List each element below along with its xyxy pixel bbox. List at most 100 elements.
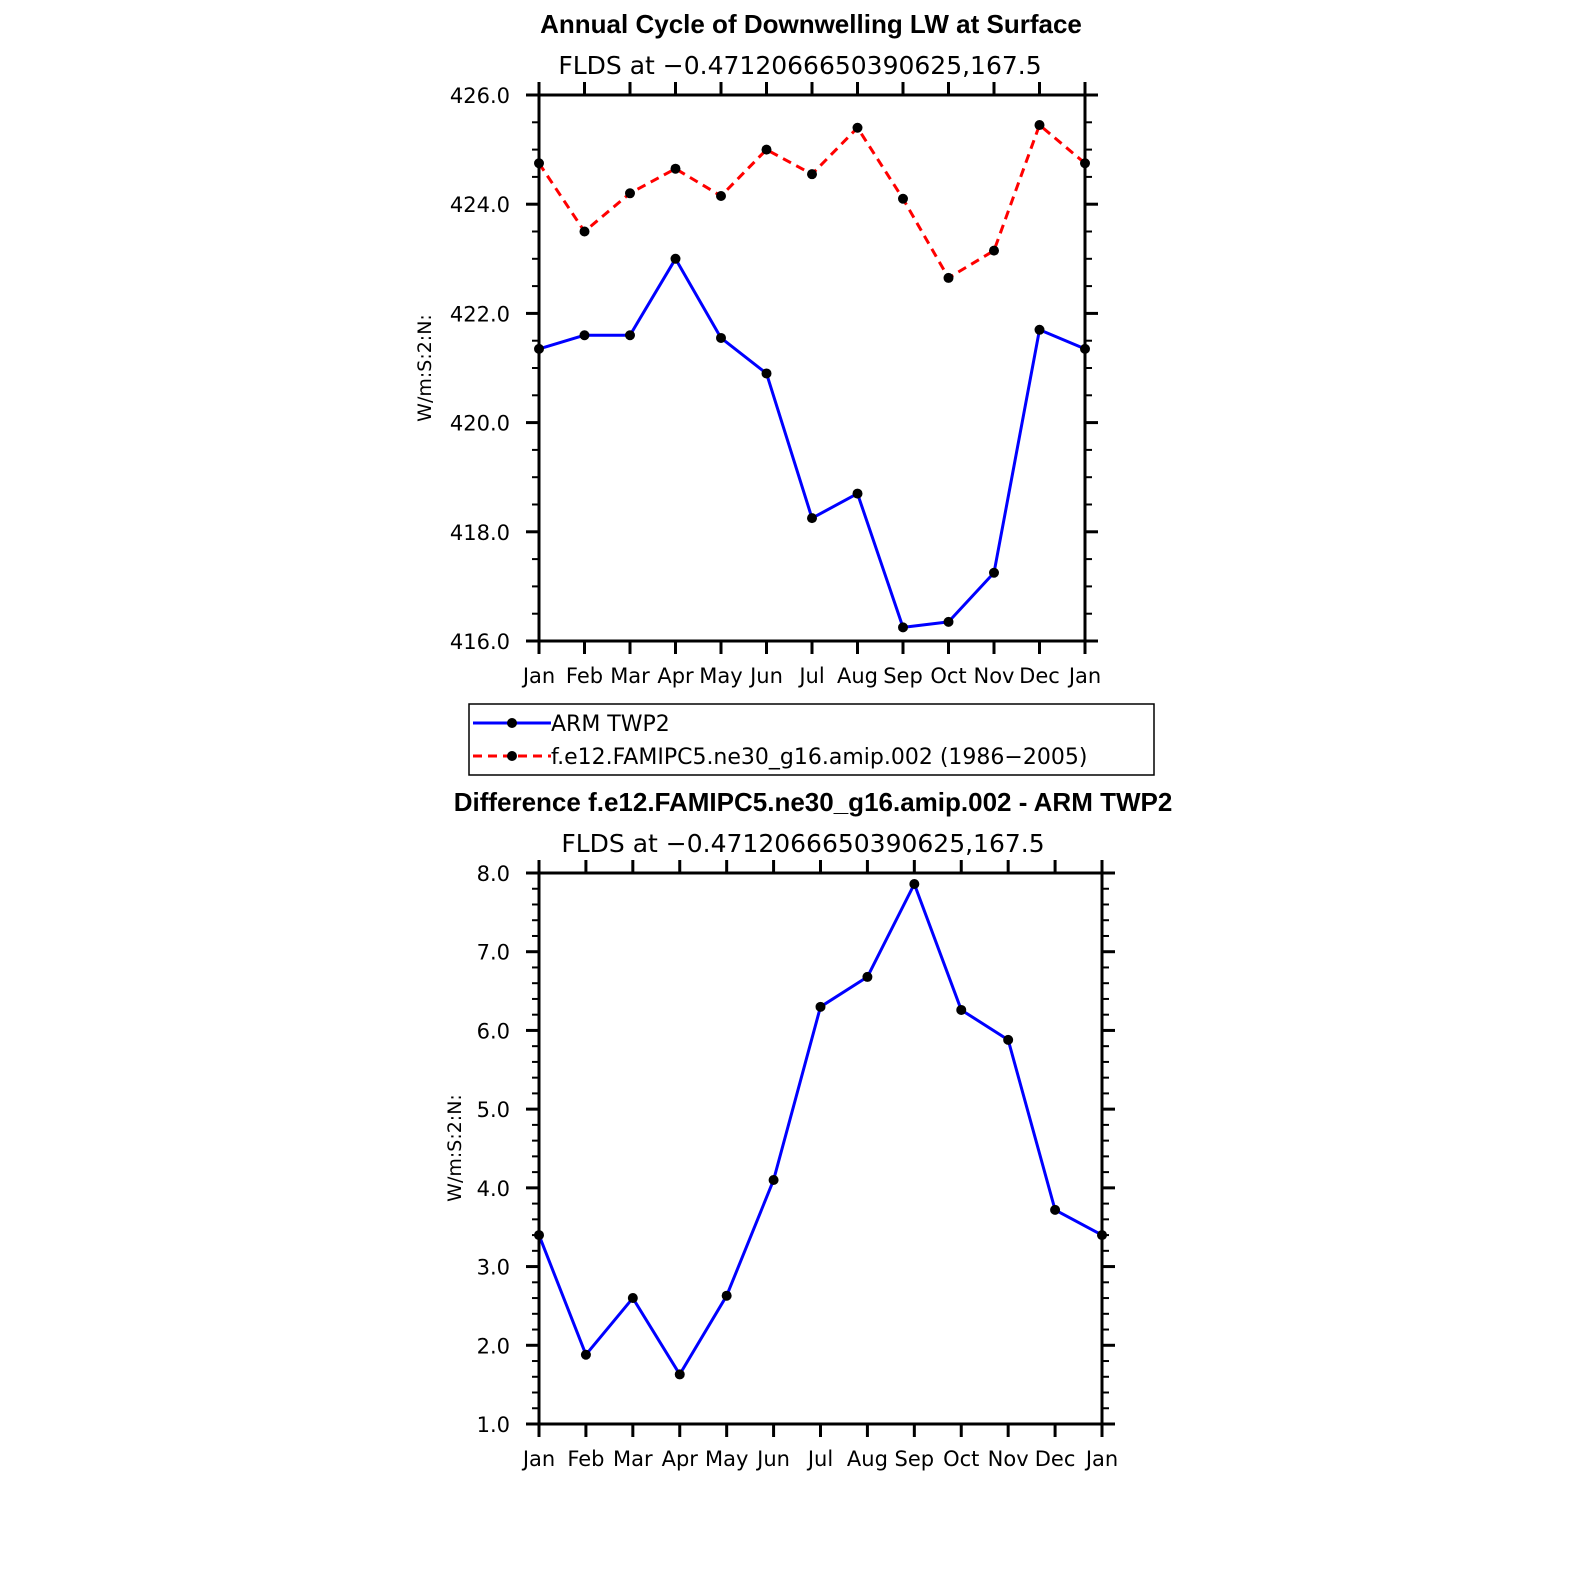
x-tick-label: Aug: [837, 664, 878, 688]
x-tick-label: Sep: [883, 664, 923, 688]
x-tick-labels: Jan Feb Mar Apr May Jun Jul Aug Sep Oct Nov Dec Jan: [521, 1447, 1118, 1471]
data-point: [807, 513, 817, 524]
data-point: [716, 191, 726, 202]
x-tick-label: Nov: [988, 1447, 1029, 1471]
axis-ticks: [526, 82, 1098, 654]
data-point: [670, 253, 681, 264]
series-line-0: [538, 257, 1086, 629]
x-tick-label: Feb: [567, 1447, 604, 1471]
y-tick-label: 2.0: [477, 1334, 510, 1358]
y-tick-labels: 1.0 2.0 3.0 4.0 5.0 6.0 7.0 8.0: [477, 862, 510, 1437]
series-line-1: [537, 123, 1086, 280]
data-point: [1050, 1204, 1061, 1215]
y-tick-label: 8.0: [477, 862, 510, 886]
legend: ARM TWP2 f.e12.FAMIPC5.ne30_g16.amip.002…: [468, 703, 1155, 776]
y-tick-labels: 416.0 418.0 420.0 422.0 424.0 426.0: [450, 84, 510, 654]
x-tick-label: Oct: [943, 1447, 979, 1471]
y-tick-label: 6.0: [477, 1019, 510, 1043]
chart-subtitle: FLDS at −0.4712066650390625,167.5: [561, 829, 1044, 858]
data-point: [989, 245, 999, 256]
x-tick-label: Nov: [974, 664, 1015, 688]
x-tick-label: Jun: [755, 1447, 790, 1471]
y-tick-label: 422.0: [450, 302, 510, 326]
chart-title: Difference f.e12.FAMIPC5.ne30_g16.amip.0…: [454, 787, 1173, 817]
axis-ticks: [526, 860, 1115, 1437]
y-tick-label: 420.0: [450, 412, 510, 436]
data-point: [768, 1174, 779, 1185]
x-tick-label: Jan: [521, 1447, 555, 1471]
data-point: [807, 169, 817, 180]
x-tick-label: Jan: [1067, 664, 1101, 688]
plot-frame: [537, 93, 1087, 643]
y-tick-label: 418.0: [450, 521, 510, 545]
data-point: [898, 193, 908, 204]
chart-subtitle: FLDS at −0.4712066650390625,167.5: [558, 51, 1041, 80]
x-tick-label: Apr: [662, 1447, 699, 1471]
data-point: [721, 1290, 732, 1301]
y-tick-label: 3.0: [477, 1256, 510, 1280]
series-line-0: [537, 882, 1103, 1376]
data-point: [716, 332, 726, 343]
data-point: [1003, 1034, 1014, 1045]
x-tick-label: Sep: [895, 1447, 935, 1471]
x-tick-label: Jan: [1084, 1447, 1118, 1471]
data-point: [956, 1004, 967, 1015]
x-tick-label: May: [705, 1447, 748, 1471]
panel-annual-cycle: Annual Cycle of Downwelling LW at Surfac…: [414, 9, 1101, 688]
legend-marker-arm: [507, 718, 517, 728]
x-tick-label: Mar: [610, 664, 650, 688]
y-tick-label: 5.0: [477, 1098, 510, 1122]
data-point: [989, 567, 999, 578]
data-point: [862, 971, 873, 982]
series-group: [534, 879, 1107, 1380]
data-point: [852, 488, 863, 499]
legend-label-arm: ARM TWP2: [551, 712, 670, 737]
y-tick-label: 1.0: [477, 1413, 510, 1437]
legend-box: [468, 703, 1155, 776]
data-point: [627, 1293, 638, 1304]
x-tick-label: Mar: [613, 1447, 653, 1471]
data-point: [761, 368, 772, 379]
data-point: [909, 879, 920, 890]
data-point: [625, 188, 635, 199]
x-tick-label: Aug: [847, 1447, 888, 1471]
x-tick-label: Oct: [930, 664, 966, 688]
data-point: [579, 226, 590, 237]
y-tick-label: 4.0: [477, 1177, 510, 1201]
data-point: [943, 272, 954, 283]
x-tick-label: Jul: [797, 664, 824, 688]
y-tick-label: 426.0: [450, 84, 510, 108]
data-point: [761, 144, 772, 155]
legend-marker-model: [507, 751, 517, 761]
data-point: [815, 1001, 826, 1012]
series-group: [534, 120, 1090, 633]
data-point: [625, 330, 635, 341]
panel-difference: Difference f.e12.FAMIPC5.ne30_g16.amip.0…: [444, 787, 1172, 1471]
y-tick-label: 416.0: [450, 630, 510, 654]
y-tick-label: 7.0: [477, 941, 510, 965]
data-point: [674, 1369, 685, 1380]
y-tick-label: 424.0: [450, 193, 510, 217]
y-axis-label: W/m:S:2:N:: [444, 1094, 466, 1202]
data-point: [580, 1349, 591, 1360]
data-point: [852, 122, 863, 133]
x-tick-label: Jan: [521, 664, 555, 688]
x-tick-label: Dec: [1035, 1447, 1076, 1471]
data-point: [898, 622, 908, 633]
plot-frame: [537, 871, 1104, 1426]
data-point: [579, 330, 590, 341]
x-tick-labels: Jan Feb Mar Apr May Jun Jul Aug Sep Oct Nov Dec Jan: [521, 664, 1101, 688]
legend-label-model: f.e12.FAMIPC5.ne30_g16.amip.002 (1986−20…: [551, 745, 1087, 770]
data-point: [1034, 324, 1045, 335]
chart-title: Annual Cycle of Downwelling LW at Surfac…: [540, 9, 1082, 39]
x-tick-label: Jul: [806, 1447, 833, 1471]
data-point: [943, 616, 954, 627]
y-axis-label: W/m:S:2:N:: [414, 314, 436, 422]
x-tick-label: May: [699, 664, 742, 688]
x-tick-label: Apr: [657, 664, 694, 688]
data-point: [1034, 120, 1045, 131]
x-tick-label: Jun: [748, 664, 783, 688]
x-tick-label: Dec: [1019, 664, 1060, 688]
data-point: [670, 163, 681, 174]
